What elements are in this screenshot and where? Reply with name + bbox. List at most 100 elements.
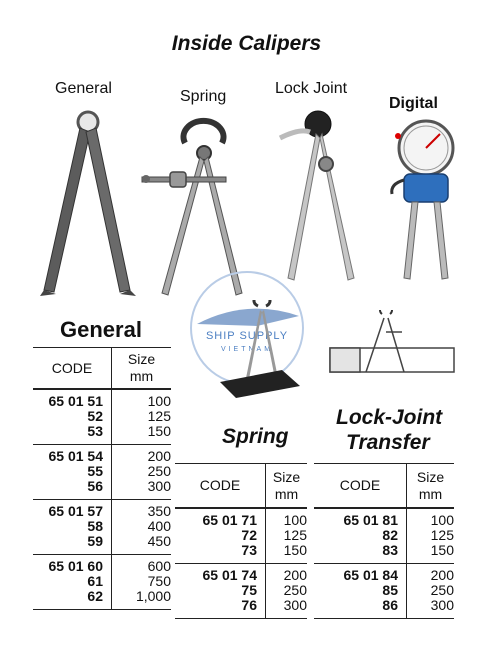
size-header-unit: mm xyxy=(418,485,443,502)
page-title: Inside Calipers xyxy=(171,32,322,55)
size-cell: 200 xyxy=(430,567,454,583)
code-cell: 62 xyxy=(33,589,112,610)
table-row: 52 125 xyxy=(33,409,171,424)
table-row: 61 750 xyxy=(33,574,171,589)
digital-caliper-image xyxy=(390,119,455,280)
code-cell: 86 xyxy=(314,598,407,619)
table-header-row: CODE Size mm xyxy=(314,463,454,509)
code-cell: 61 xyxy=(33,574,112,589)
size-cell: 250 xyxy=(283,582,307,598)
spring-block-image xyxy=(220,300,300,398)
general-table: CODE Size mm 65 01 51 100 52 125 53 150 65 01 … xyxy=(33,347,171,610)
label-general: General xyxy=(55,80,112,97)
table-row: 65 01 74 200 xyxy=(175,563,307,583)
size-header-label: Size xyxy=(416,468,445,485)
code-cell: 52 xyxy=(33,409,112,424)
size-header: Size mm xyxy=(265,463,307,509)
lock-section-title-line2: Transfer xyxy=(346,431,430,454)
code-cell: 83 xyxy=(314,543,407,564)
table-row: 83 150 xyxy=(314,543,454,564)
code-cell: 55 xyxy=(33,464,112,479)
size-cell: 250 xyxy=(147,463,171,479)
table-row: 59 450 xyxy=(33,534,171,555)
size-cell: 100 xyxy=(430,512,454,528)
table-row: 65 01 60 600 xyxy=(33,554,171,574)
table-row: 65 01 81 100 xyxy=(314,508,454,528)
code-cell: 65 01 54 xyxy=(33,444,112,464)
code-cell: 65 01 74 xyxy=(175,563,266,583)
size-cell: 125 xyxy=(147,408,171,424)
general-code-table: CODE Size mm 65 01 51 100 52 125 53 150 65 01 … xyxy=(33,347,171,610)
spring-section-title: Spring xyxy=(222,425,289,448)
code-cell: 59 xyxy=(33,534,112,555)
transfer-caliper-image xyxy=(329,310,455,373)
table-row: 65 01 51 100 xyxy=(33,389,171,409)
code-cell: 53 xyxy=(33,424,112,445)
code-cell: 65 01 51 xyxy=(33,389,112,409)
code-cell: 75 xyxy=(175,583,266,598)
code-cell: 82 xyxy=(314,528,407,543)
size-cell: 200 xyxy=(147,448,171,464)
size-cell: 150 xyxy=(111,424,171,445)
code-cell: 65 01 57 xyxy=(33,499,112,519)
size-cell: 300 xyxy=(265,598,307,619)
table-row: 73 150 xyxy=(175,543,307,564)
code-header: CODE xyxy=(175,463,266,509)
size-cell: 350 xyxy=(147,503,171,519)
size-cell: 400 xyxy=(147,518,171,534)
code-cell: 73 xyxy=(175,543,266,564)
lock-table: CODE Size mm 65 01 81 100 82 125 83 150 65 01 … xyxy=(314,463,454,619)
size-cell: 300 xyxy=(406,598,454,619)
table-row: 65 01 57 350 xyxy=(33,499,171,519)
table-row: 56 300 xyxy=(33,479,171,500)
label-spring: Spring xyxy=(180,88,227,105)
table-row: 65 01 54 200 xyxy=(33,444,171,464)
size-cell: 150 xyxy=(265,543,307,564)
table-row: 55 250 xyxy=(33,464,171,479)
watermark-line2: VIETNAM xyxy=(220,346,274,353)
size-cell: 250 xyxy=(430,582,454,598)
size-cell: 1,000 xyxy=(111,589,171,610)
size-cell: 150 xyxy=(406,543,454,564)
code-cell: 72 xyxy=(175,528,266,543)
size-header: Size mm xyxy=(406,463,454,509)
general-section-title: General xyxy=(60,317,142,342)
table-header-row: CODE Size mm xyxy=(175,463,307,509)
size-cell: 450 xyxy=(111,534,171,555)
size-header-label: Size xyxy=(272,468,301,485)
size-cell: 125 xyxy=(430,527,454,543)
size-header-unit: mm xyxy=(274,485,299,502)
lock-section-title-line1: Lock-Joint xyxy=(336,406,443,429)
size-header: Size mm xyxy=(111,347,171,390)
watermark-logo: SHIP SUPPLY VIETNAM xyxy=(187,268,307,388)
code-cell: 56 xyxy=(33,479,112,500)
code-header: CODE xyxy=(33,347,112,390)
lock-joint-caliper-image xyxy=(278,110,355,281)
code-cell: 65 01 81 xyxy=(314,508,407,528)
lock-code-table: CODE Size mm 65 01 81 100 82 125 83 150 65 01 … xyxy=(314,463,454,619)
size-header-label: Size xyxy=(127,351,156,367)
code-cell: 76 xyxy=(175,598,266,619)
size-cell: 600 xyxy=(147,558,171,574)
table-row: 75 250 xyxy=(175,583,307,598)
size-cell: 200 xyxy=(283,567,307,583)
size-header-unit: mm xyxy=(129,368,154,384)
code-cell: 65 01 60 xyxy=(33,554,112,574)
code-cell: 58 xyxy=(33,519,112,534)
size-cell: 750 xyxy=(147,573,171,589)
label-digital: Digital xyxy=(389,95,438,112)
code-cell: 85 xyxy=(314,583,407,598)
table-header-row: CODE Size mm xyxy=(33,347,171,390)
table-row: 76 300 xyxy=(175,598,307,619)
size-cell: 100 xyxy=(147,393,171,409)
spring-table: CODE Size mm 65 01 71 100 72 125 73 150 65 01 … xyxy=(175,463,307,619)
general-caliper-image xyxy=(40,110,136,296)
size-cell: 125 xyxy=(283,527,307,543)
code-cell: 65 01 84 xyxy=(314,563,407,583)
table-row: 62 1,000 xyxy=(33,589,171,610)
table-row: 72 125 xyxy=(175,528,307,543)
table-row: 82 125 xyxy=(314,528,454,543)
table-row: 85 250 xyxy=(314,583,454,598)
code-cell: 65 01 71 xyxy=(175,508,266,528)
spring-code-table: CODE Size mm 65 01 71 100 72 125 73 150 65 01 … xyxy=(175,463,307,619)
